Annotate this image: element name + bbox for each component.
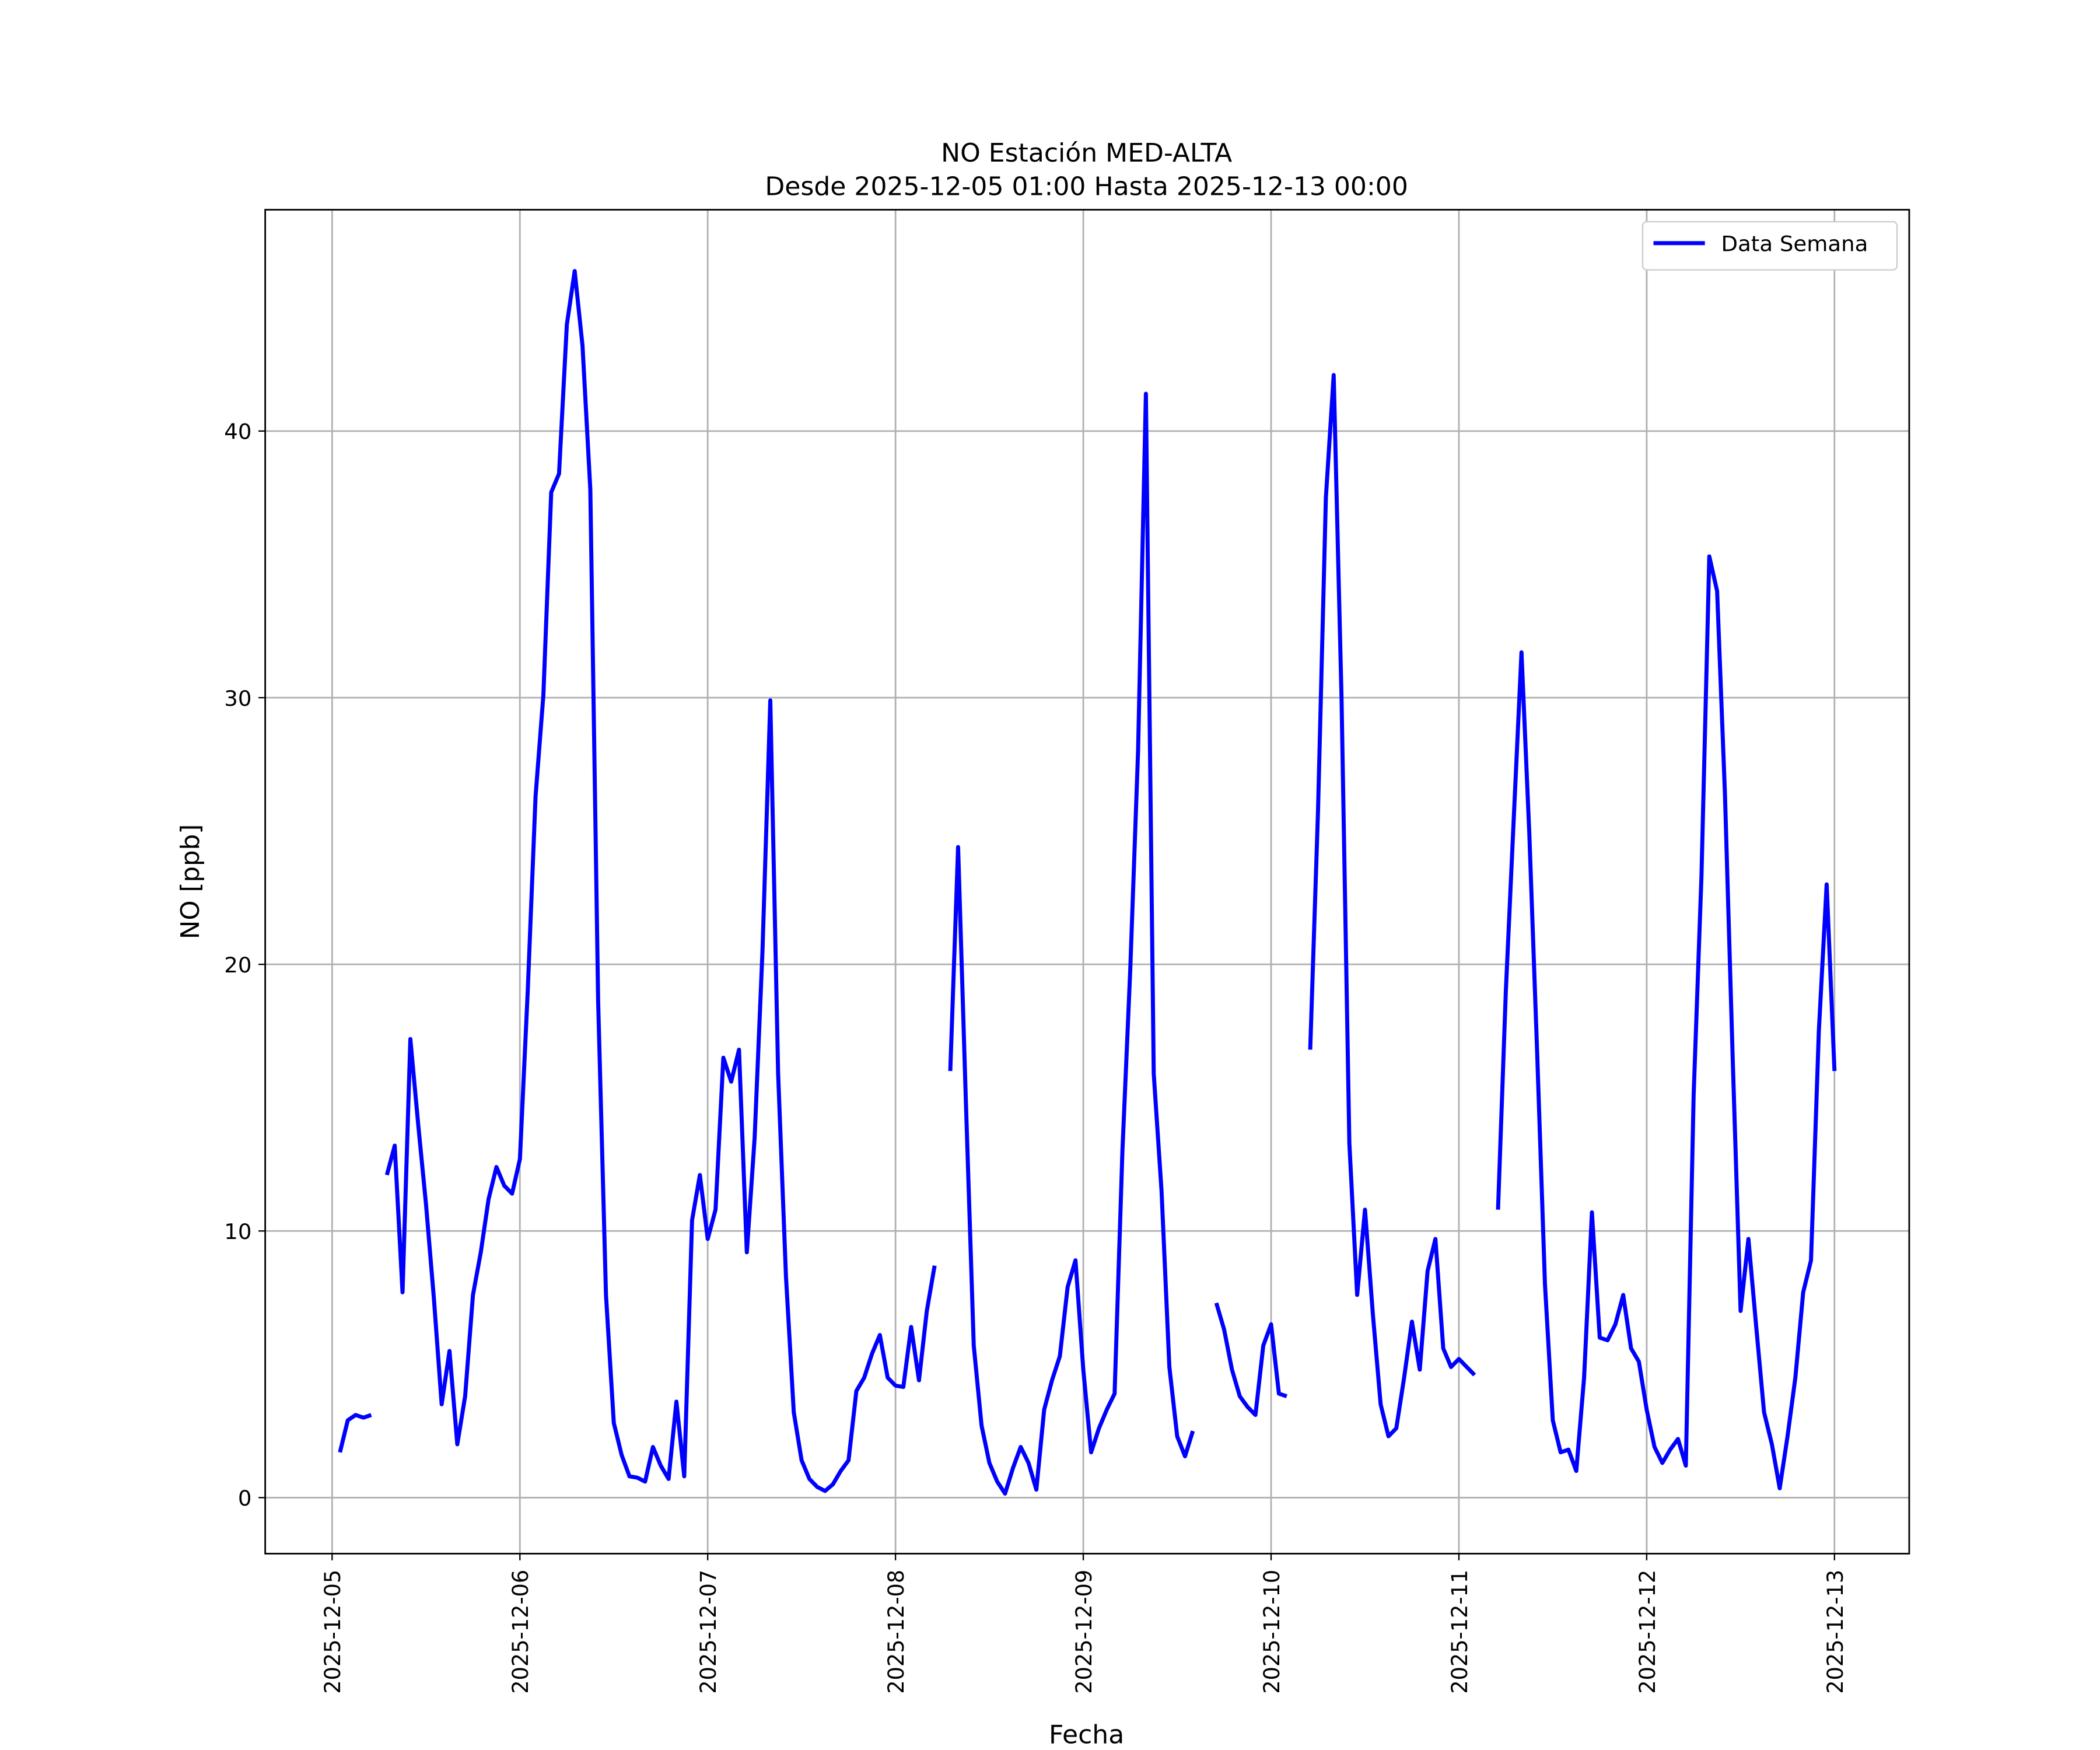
y-axis-label: NO [ppb] (176, 824, 205, 939)
x-tick-label: 2025-12-10 (1259, 1570, 1284, 1694)
y-tick-label: 30 (224, 686, 251, 711)
chart-title: NO Estación MED-ALTA (941, 138, 1232, 168)
x-tick-label: 2025-12-13 (1823, 1570, 1848, 1694)
y-tick-label: 20 (224, 953, 251, 978)
chart-subtitle: Desde 2025-12-05 01:00 Hasta 2025-12-13 … (765, 172, 1408, 202)
x-tick-label: 2025-12-12 (1635, 1570, 1660, 1694)
x-tick-label: 2025-12-06 (508, 1570, 533, 1694)
legend-box (1642, 221, 1898, 271)
x-tick-label: 2025-12-11 (1447, 1570, 1472, 1694)
y-tick-label: 0 (238, 1486, 252, 1511)
x-tick-label: 2025-12-05 (320, 1570, 345, 1694)
legend-label: Data Semana (1721, 232, 1868, 257)
y-tick-label: 10 (224, 1219, 251, 1244)
plot-frame (264, 209, 1910, 1555)
y-tick-label: 40 (224, 419, 251, 444)
data-line (338, 269, 1837, 1496)
x-axis-label: Fecha (1049, 1720, 1124, 1750)
x-tick-label: 2025-12-08 (884, 1570, 909, 1694)
x-tick-label: 2025-12-09 (1072, 1570, 1097, 1694)
x-tick-label: 2025-12-07 (696, 1570, 721, 1694)
